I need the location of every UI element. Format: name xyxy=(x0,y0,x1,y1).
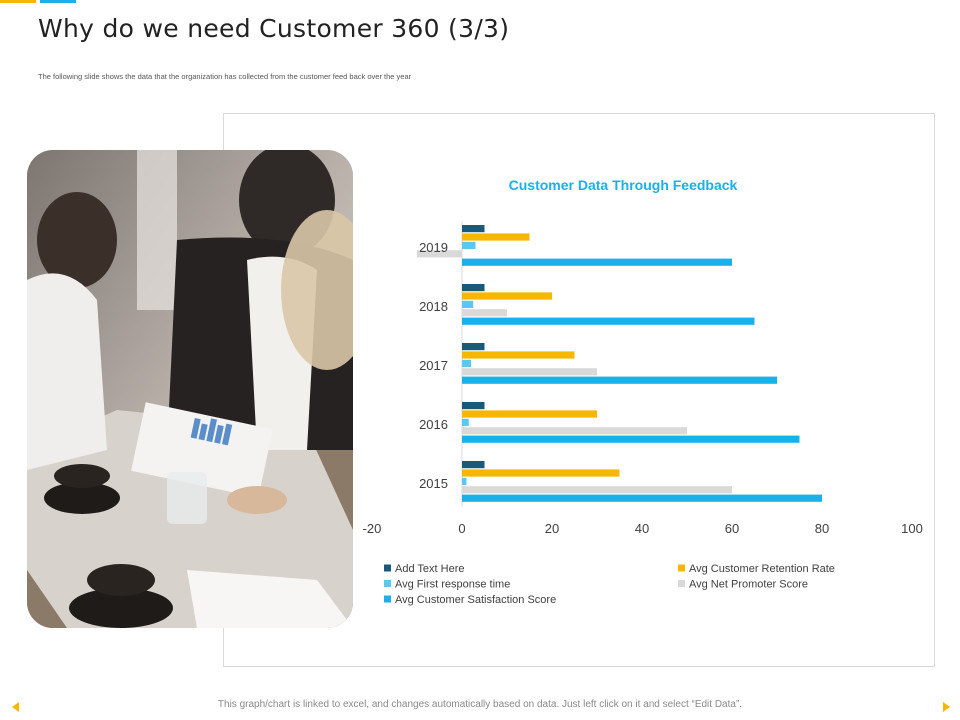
bar-2019-avg-customer-satisfaction-score xyxy=(462,258,732,266)
category-label-2019: 2019 xyxy=(419,240,448,255)
bar-2017-add-text-here xyxy=(462,343,485,351)
next-slide-icon[interactable] xyxy=(943,702,950,712)
bar-2018-avg-customer-satisfaction-score xyxy=(462,317,755,325)
bar-2016-avg-customer-retention-rate xyxy=(462,410,597,418)
legend-swatch xyxy=(678,564,685,572)
legend-swatch xyxy=(384,580,391,587)
x-tick-label: 100 xyxy=(901,521,923,536)
bar-2015-avg-net-promoter-score xyxy=(462,486,732,494)
bar-2015-avg-customer-retention-rate xyxy=(462,469,620,477)
bar-2019-avg-net-promoter-score xyxy=(417,250,462,258)
x-tick-label: 80 xyxy=(815,521,829,536)
legend-label: Add Text Here xyxy=(395,563,465,575)
bar-2015-add-text-here xyxy=(462,461,485,469)
x-tick-label: 60 xyxy=(725,521,739,536)
photo-illustration xyxy=(27,150,353,628)
bar-2016-avg-customer-satisfaction-score xyxy=(462,435,800,443)
bar-2019-avg-first-response-time xyxy=(462,241,476,249)
bar-2017-avg-net-promoter-score xyxy=(462,368,597,376)
x-tick-label: 0 xyxy=(458,521,465,536)
category-label-2016: 2016 xyxy=(419,417,448,432)
bar-2015-avg-first-response-time xyxy=(462,477,467,485)
slide-subtitle: The following slide shows the data that … xyxy=(38,72,412,81)
business-meeting-photo xyxy=(27,150,353,628)
bar-2019-add-text-here xyxy=(462,225,485,233)
accent-bar-yellow xyxy=(0,0,36,3)
bar-2017-avg-customer-satisfaction-score xyxy=(462,376,777,384)
bar-2019-avg-customer-retention-rate xyxy=(462,233,530,241)
footer-note: This graph/chart is linked to excel, and… xyxy=(217,699,743,710)
bar-2017-avg-first-response-time xyxy=(462,359,471,367)
category-label-2018: 2018 xyxy=(419,299,448,314)
x-tick-label: -20 xyxy=(363,521,382,536)
x-tick-label: 20 xyxy=(545,521,559,536)
legend-label: Avg Customer Retention Rate xyxy=(689,563,835,575)
bar-2016-avg-first-response-time xyxy=(462,418,469,426)
category-label-2015: 2015 xyxy=(419,476,448,491)
bar-2018-avg-first-response-time xyxy=(462,300,474,308)
chart-title: Customer Data Through Feedback xyxy=(509,177,738,193)
bar-2016-add-text-here xyxy=(462,402,485,410)
bar-2017-avg-customer-retention-rate xyxy=(462,351,575,359)
category-label-2017: 2017 xyxy=(419,358,448,373)
legend-label: Avg First response time xyxy=(395,579,510,591)
accent-bar-blue xyxy=(40,0,76,3)
legend-label: Avg Customer Satisfaction Score xyxy=(395,594,556,606)
bar-2016-avg-net-promoter-score xyxy=(462,427,687,435)
legend-swatch xyxy=(384,564,391,572)
bar-2015-avg-customer-satisfaction-score xyxy=(462,494,822,502)
legend-swatch xyxy=(384,595,391,603)
bar-2018-add-text-here xyxy=(462,284,485,292)
legend-label: Avg Net Promoter Score xyxy=(689,579,808,591)
x-tick-label: 40 xyxy=(635,521,649,536)
legend-swatch xyxy=(678,580,685,587)
slide-title: Why do we need Customer 360 (3/3) xyxy=(38,14,510,43)
bar-2018-avg-net-promoter-score xyxy=(462,309,507,317)
bar-2018-avg-customer-retention-rate xyxy=(462,292,552,300)
previous-slide-icon[interactable] xyxy=(12,702,19,712)
